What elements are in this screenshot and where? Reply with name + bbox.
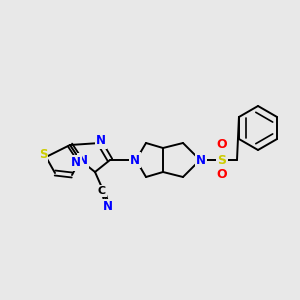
Text: O: O <box>217 169 227 182</box>
Text: N: N <box>78 154 88 167</box>
Text: N: N <box>96 134 106 148</box>
Text: C: C <box>98 186 106 196</box>
Text: N: N <box>196 154 206 166</box>
Text: S: S <box>39 148 47 161</box>
Text: N: N <box>130 154 140 166</box>
Text: N: N <box>103 200 113 214</box>
Text: O: O <box>217 139 227 152</box>
Text: S: S <box>218 154 226 166</box>
Text: N: N <box>71 157 81 169</box>
